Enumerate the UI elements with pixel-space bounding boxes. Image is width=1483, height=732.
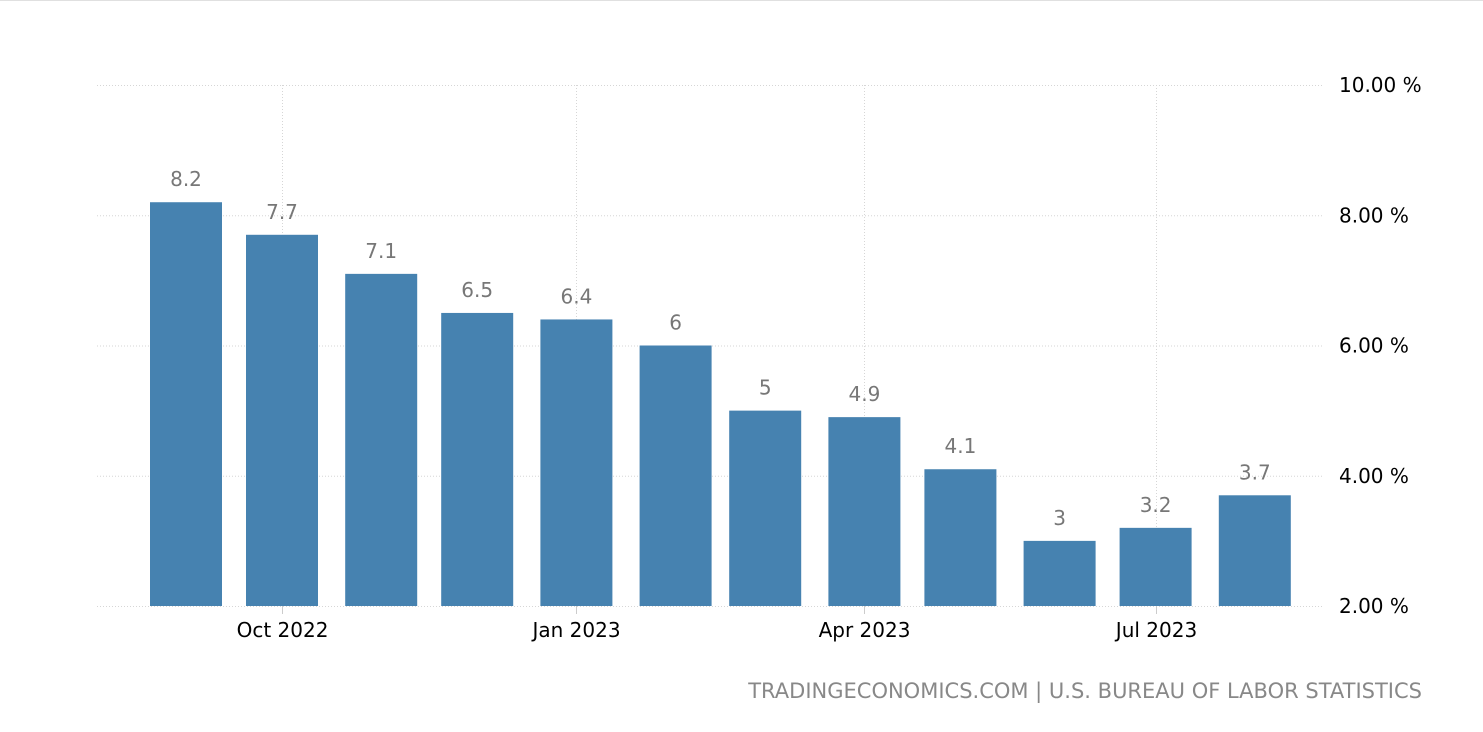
bar xyxy=(1023,540,1096,606)
x-tick-label: Jan 2023 xyxy=(530,618,620,642)
data-label: 4.9 xyxy=(848,382,880,406)
bar xyxy=(246,234,318,606)
data-label: 5 xyxy=(759,376,772,400)
data-label: 7.7 xyxy=(266,200,298,224)
x-tick-label: Apr 2023 xyxy=(819,618,911,642)
data-label: 4.1 xyxy=(944,434,976,458)
data-label: 8.2 xyxy=(170,167,202,191)
data-label: 6 xyxy=(669,311,682,335)
data-label: 6.5 xyxy=(461,278,493,302)
bar xyxy=(1119,527,1192,606)
y-axis: 2.00 % 4.00 % 6.00 % 8.00 % 10.00 % xyxy=(1339,73,1422,618)
bar xyxy=(639,345,712,606)
y-tick-label: 4.00 % xyxy=(1339,464,1409,488)
data-label: 6.4 xyxy=(560,284,592,308)
y-tick-label: 8.00 % xyxy=(1339,203,1409,227)
bar xyxy=(540,319,613,606)
bars xyxy=(150,202,1291,606)
x-tick-label: Jul 2023 xyxy=(1114,618,1197,642)
data-label: 7.1 xyxy=(365,239,397,263)
bar xyxy=(1218,495,1291,606)
source-credit: TRADINGECONOMICS.COM | U.S. BUREAU OF LA… xyxy=(747,679,1422,704)
y-tick-label: 6.00 % xyxy=(1339,334,1409,358)
bar xyxy=(924,469,997,606)
y-tick-label: 2.00 % xyxy=(1339,594,1409,618)
data-label: 3.7 xyxy=(1239,460,1271,484)
bar xyxy=(729,410,802,606)
bar xyxy=(828,417,901,606)
bar xyxy=(441,312,514,606)
x-axis: Oct 2022 Jan 2023 Apr 2023 Jul 2023 xyxy=(237,606,1197,642)
data-labels: 8.2 7.7 7.1 6.5 6.4 6 5 4.9 4.1 3 3.2 3.7 xyxy=(170,167,1271,530)
bar xyxy=(150,202,222,606)
bar xyxy=(345,273,418,606)
x-tick-label: Oct 2022 xyxy=(237,618,329,642)
data-label: 3.2 xyxy=(1140,493,1172,517)
data-label: 3 xyxy=(1053,506,1066,530)
y-tick-label: 10.00 % xyxy=(1339,73,1422,97)
